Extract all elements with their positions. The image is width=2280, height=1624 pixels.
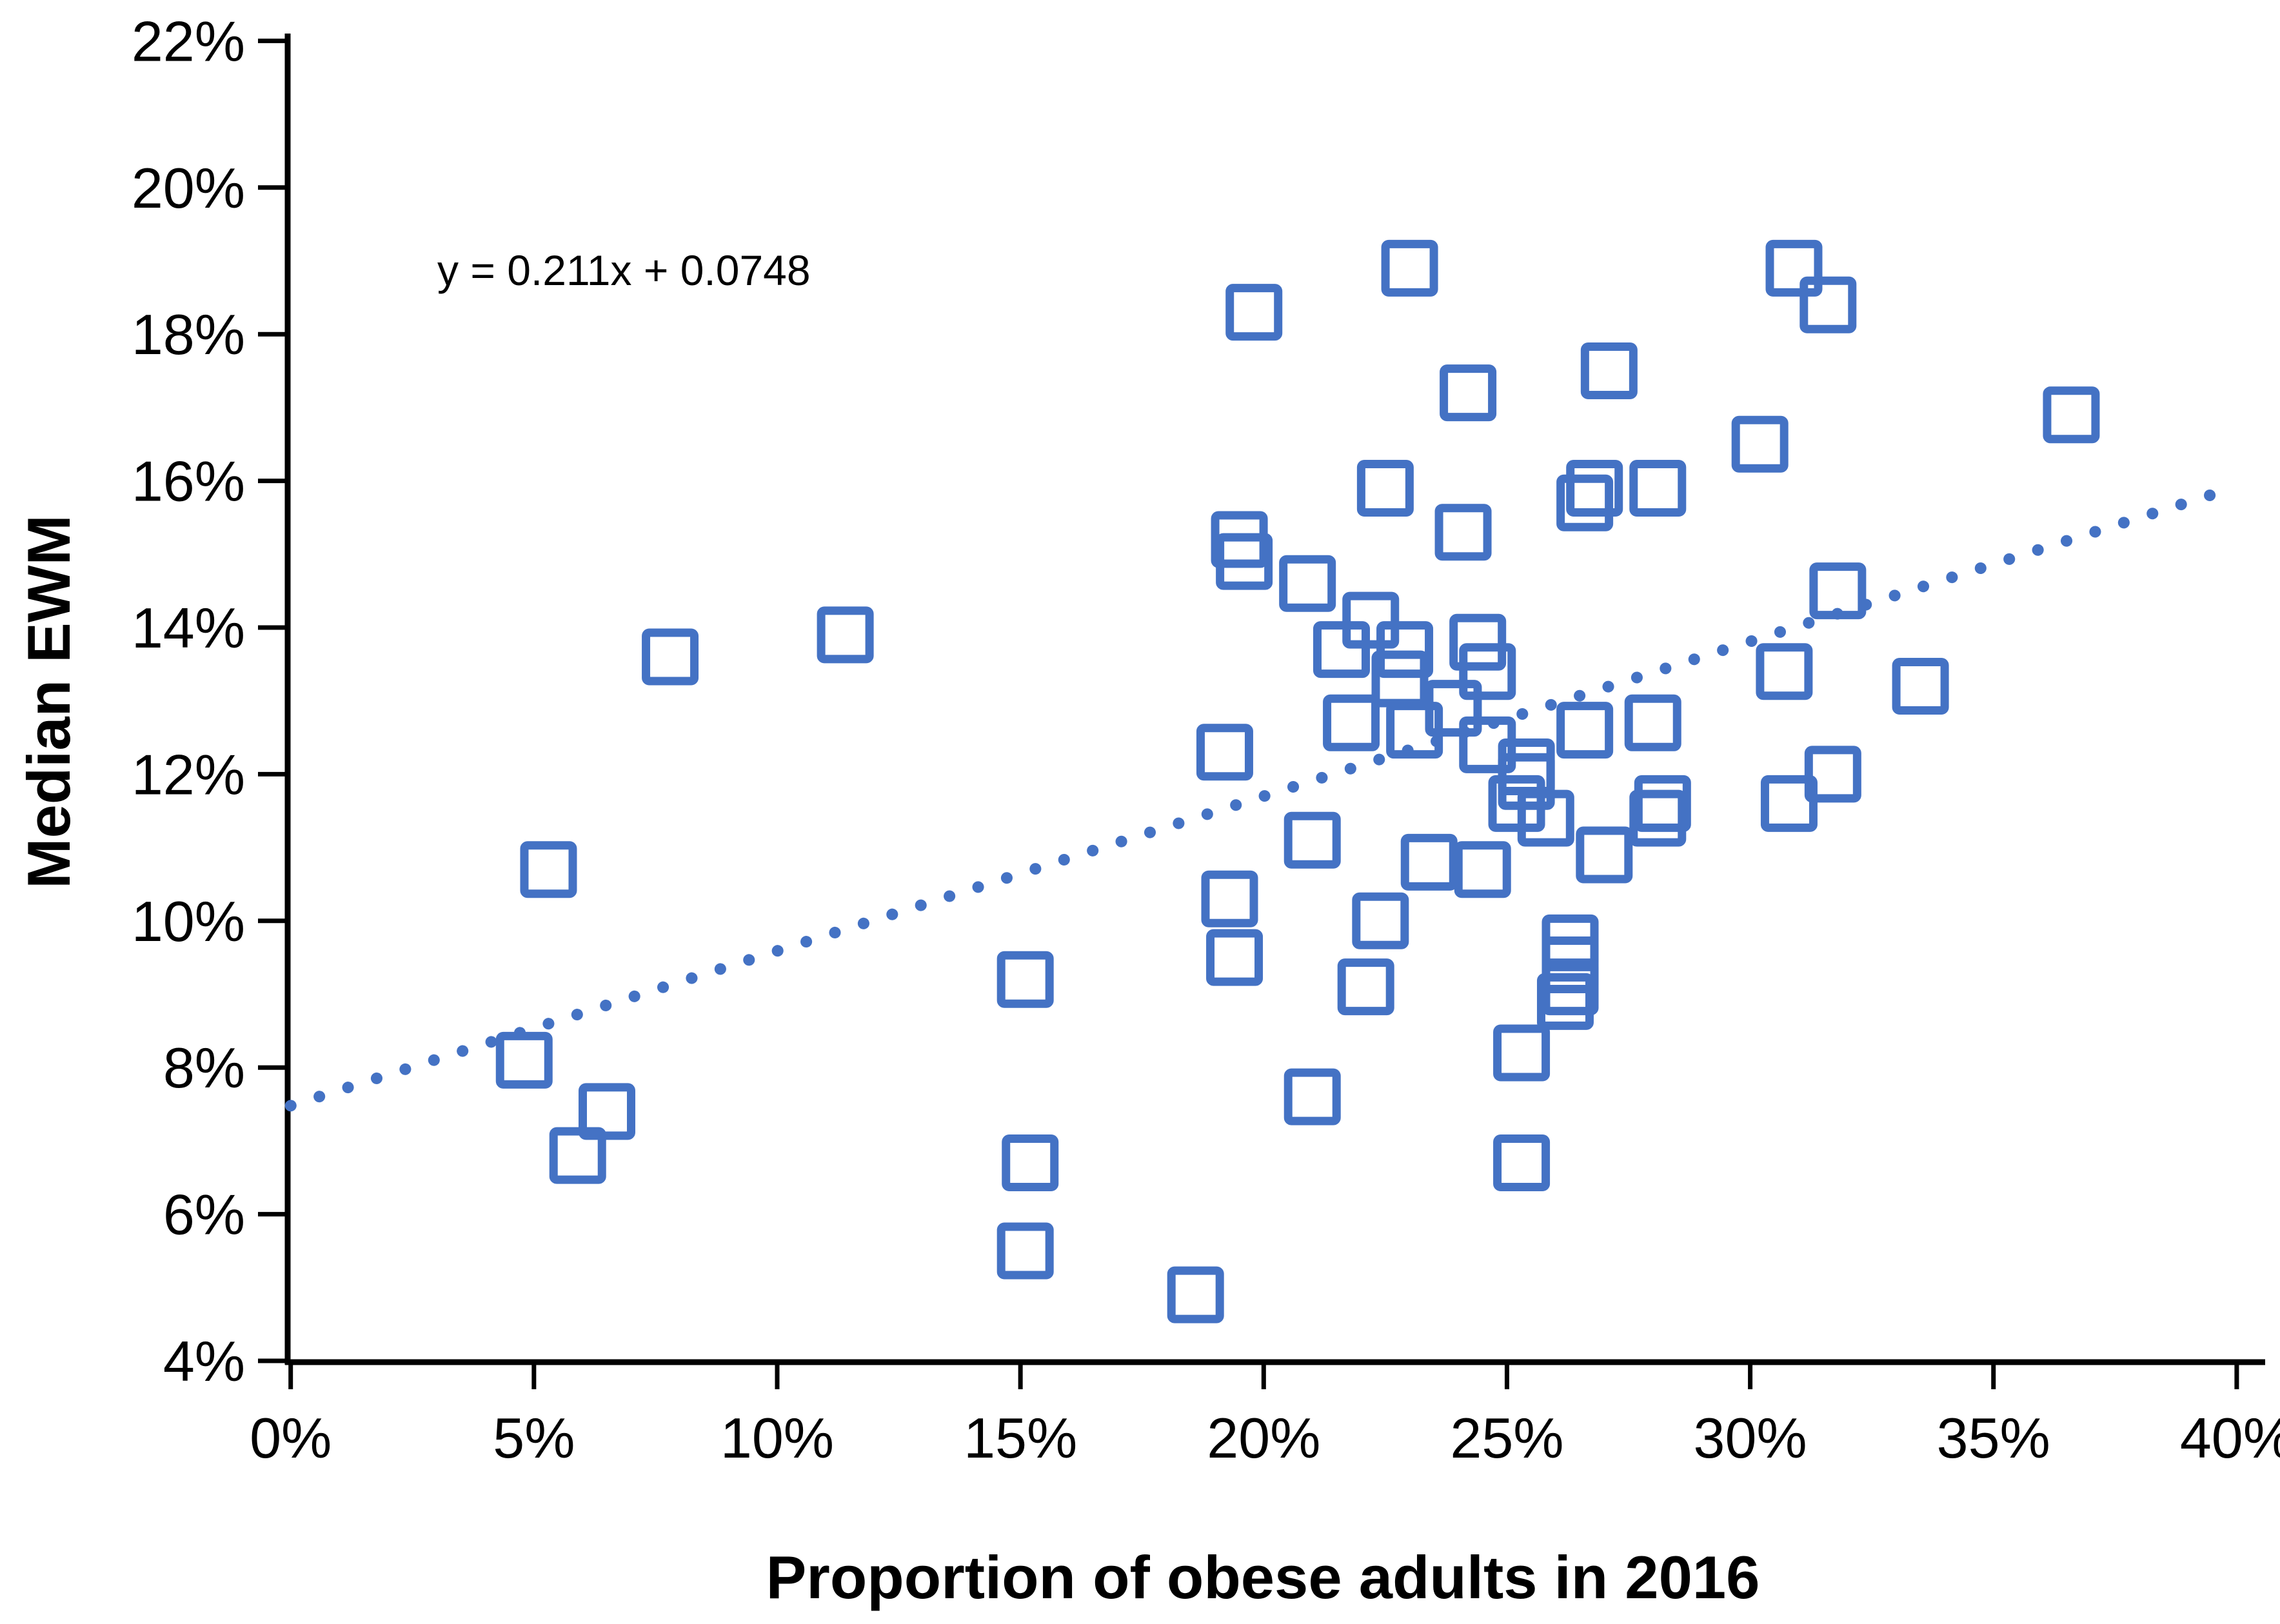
data-point-marker <box>1580 342 1638 400</box>
x-tick-label: 35% <box>1937 1406 2050 1470</box>
data-point-marker <box>1356 459 1414 517</box>
y-tick-label: 6% <box>163 1183 245 1247</box>
x-tick-label: 40% <box>2180 1406 2280 1470</box>
data-point-marker <box>996 951 1054 1008</box>
y-axis-title: Median EWM <box>15 515 83 889</box>
data-point-marker <box>1556 474 1614 531</box>
data-point-marker <box>1352 892 1409 949</box>
data-point-marker <box>1493 1134 1551 1192</box>
data-point-marker <box>1541 958 1599 1016</box>
data-point-marker <box>578 1083 635 1140</box>
data-point-marker <box>1517 789 1574 847</box>
data-point-marker <box>1342 591 1400 649</box>
y-tick-label: 22% <box>132 9 245 73</box>
data-point-marker <box>1809 562 1867 620</box>
trendline <box>284 480 2243 1112</box>
y-tick-label: 8% <box>163 1036 245 1100</box>
data-point-marker <box>1376 621 1434 678</box>
data-point-marker <box>1634 775 1691 832</box>
data-point-marker <box>817 606 874 664</box>
data-point-marker <box>1425 680 1482 737</box>
data-point-marker <box>1892 657 1949 715</box>
x-tick-label: 15% <box>964 1406 1077 1470</box>
data-point-marker <box>1493 1024 1551 1082</box>
trendline-equation-label: y = 0.211x + 0.0748 <box>437 246 811 294</box>
y-tick-label: 20% <box>132 156 245 220</box>
data-point-marker <box>1313 621 1370 678</box>
data-point-marker <box>1002 1134 1059 1192</box>
x-tick-label: 5% <box>493 1406 575 1470</box>
data-point-marker <box>1629 789 1687 847</box>
data-point-marker <box>1279 555 1336 612</box>
y-axis-ticks: 4% 6% 8% 10% 12% 14% 16% 18% 20% 22% <box>132 9 288 1393</box>
data-point-marker <box>1284 811 1341 869</box>
data-points <box>495 239 2100 1323</box>
trendline-dotted <box>284 480 2243 1112</box>
data-point-marker <box>1760 775 1818 832</box>
x-tick-label: 20% <box>1207 1406 1320 1470</box>
data-point-marker <box>642 628 699 686</box>
y-tick-label: 18% <box>132 302 245 366</box>
x-axis-title: Proportion of obese adults in 2016 <box>766 1543 1760 1611</box>
x-tick-label: 0% <box>250 1406 332 1470</box>
axes <box>284 34 2265 1365</box>
data-point-marker <box>1459 643 1516 700</box>
data-point-marker <box>1440 364 1497 422</box>
y-tick-label: 4% <box>163 1329 245 1393</box>
data-point-marker <box>495 1031 553 1089</box>
data-point-marker <box>1454 841 1511 898</box>
data-point-marker <box>1731 415 1789 473</box>
x-tick-label: 25% <box>1450 1406 1563 1470</box>
data-point-marker <box>1556 702 1614 759</box>
data-point-marker <box>1337 958 1394 1016</box>
data-point-marker <box>1576 826 1633 884</box>
y-tick-label: 10% <box>132 889 245 953</box>
data-point-marker <box>549 1127 606 1184</box>
data-point-marker <box>1536 973 1594 1030</box>
data-point-marker <box>1201 870 1258 927</box>
data-point-marker <box>1225 284 1283 341</box>
data-point-marker <box>1449 613 1507 671</box>
data-point-marker <box>1799 276 1857 333</box>
data-point-marker <box>1381 239 1438 297</box>
data-point-marker <box>1196 724 1253 781</box>
x-tick-label: 10% <box>720 1406 834 1470</box>
data-point-marker <box>996 1222 1054 1280</box>
data-point-marker <box>1804 746 1861 803</box>
data-point-marker <box>1629 459 1687 517</box>
data-point-marker <box>1756 643 1813 700</box>
data-point-marker <box>1488 775 1545 832</box>
data-point-marker <box>1167 1266 1224 1323</box>
data-point-marker <box>1323 694 1380 751</box>
data-point-marker <box>1765 239 1823 297</box>
x-axis-ticks: 0% 5% 10% 15% 20% 25% 30% 35% 40% <box>250 1362 2280 1470</box>
y-tick-label: 14% <box>132 596 245 660</box>
data-point-marker <box>1284 1068 1341 1125</box>
data-point-marker <box>1206 929 1264 986</box>
data-point-marker <box>1434 504 1492 561</box>
x-tick-label: 30% <box>1694 1406 1807 1470</box>
data-point-marker <box>1216 533 1273 590</box>
y-tick-label: 12% <box>132 742 245 806</box>
data-point-marker <box>1400 833 1458 891</box>
data-point-marker <box>520 841 577 898</box>
y-tick-label: 16% <box>132 450 245 513</box>
data-point-marker <box>1624 694 1681 751</box>
data-point-marker <box>1566 459 1623 517</box>
data-point-marker <box>2043 386 2100 444</box>
